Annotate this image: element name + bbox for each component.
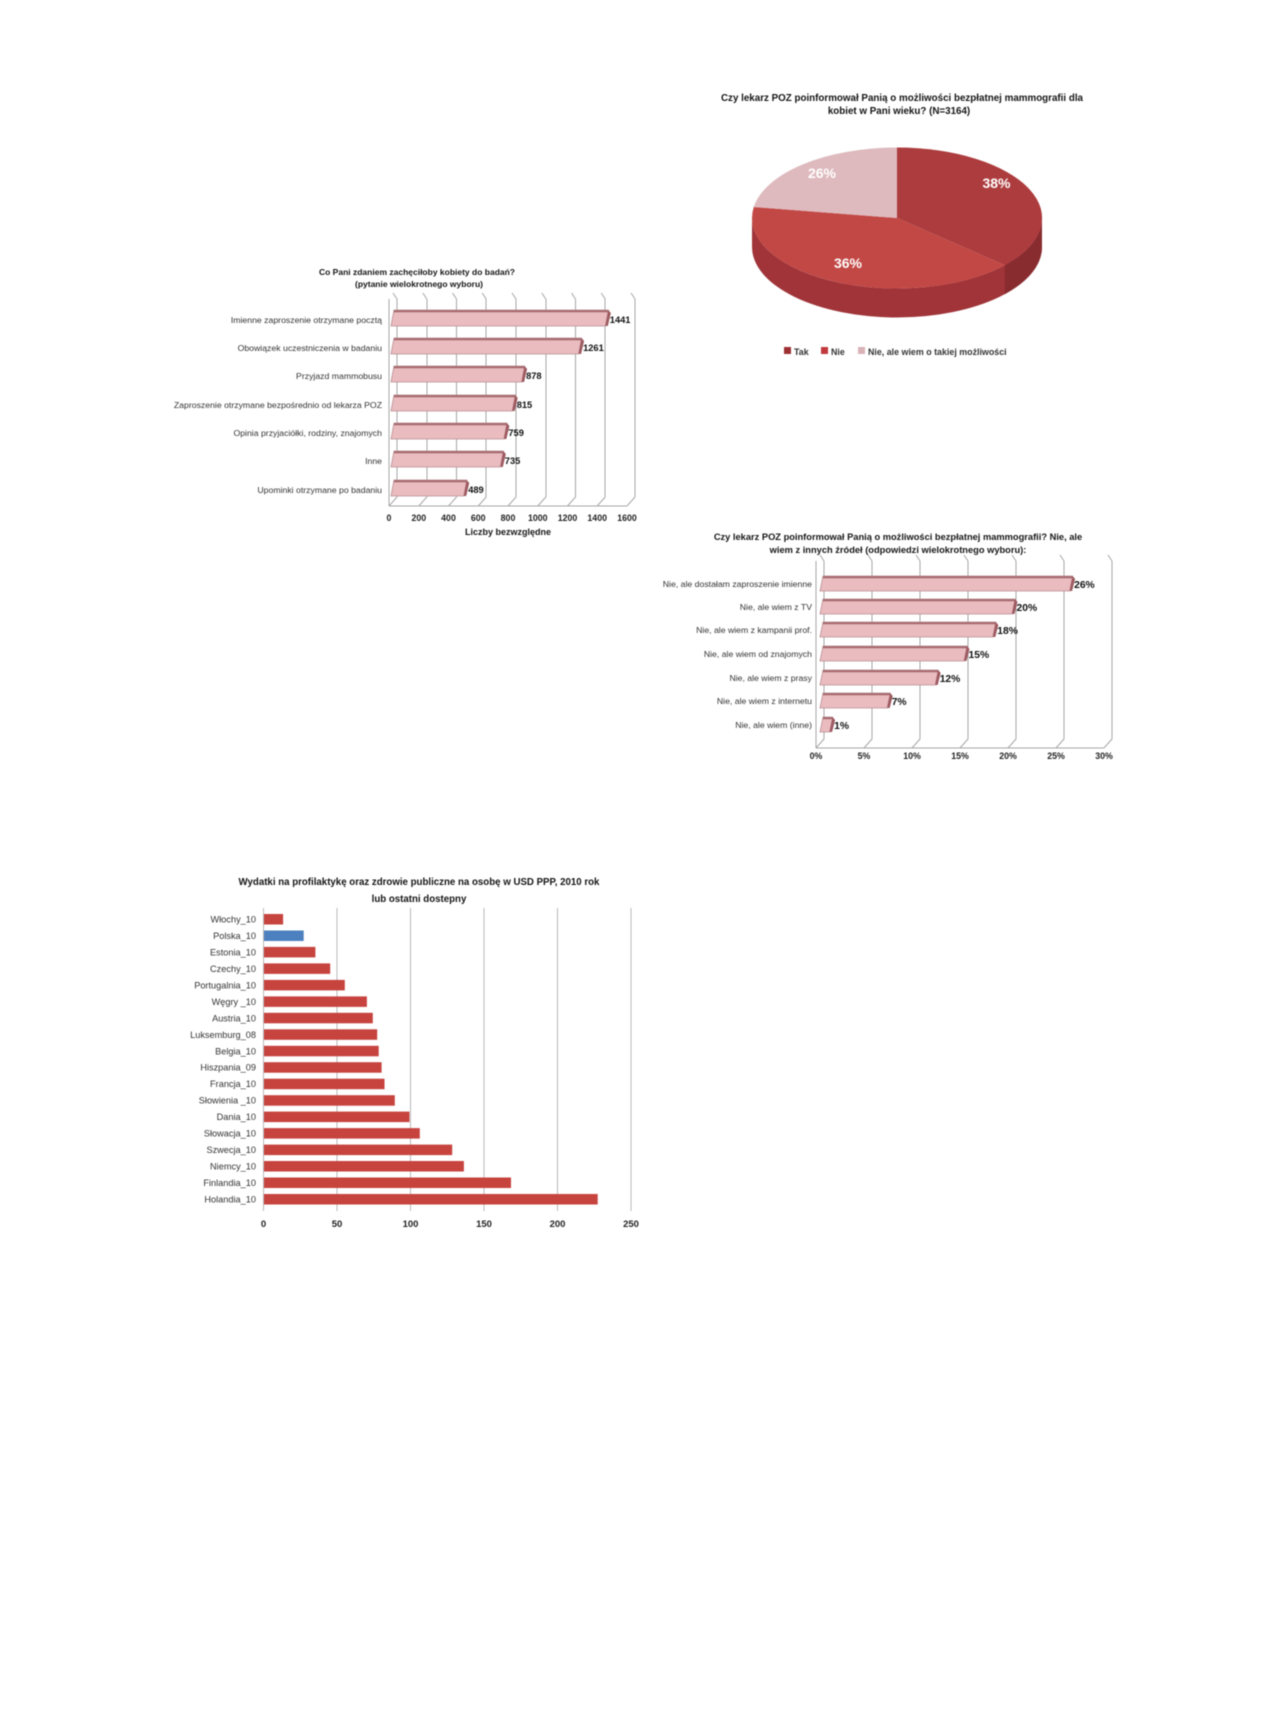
svg-text:Szwecja_10: Szwecja_10	[206, 1145, 256, 1155]
svg-text:50: 50	[332, 1219, 343, 1230]
svg-text:Imienne zaproszenie otrzymane: Imienne zaproszenie otrzymane pocztą	[231, 315, 382, 325]
svg-text:Austria_10: Austria_10	[212, 1013, 256, 1023]
svg-text:1261: 1261	[583, 343, 604, 353]
svg-text:Nie, ale wiem z kampanii prof.: Nie, ale wiem z kampanii prof.	[696, 625, 812, 635]
svg-text:0%: 0%	[810, 751, 823, 761]
svg-text:1600: 1600	[617, 513, 637, 523]
svg-text:Luksemburg_08: Luksemburg_08	[190, 1030, 256, 1040]
svg-text:Upominki otrzymane po badaniu: Upominki otrzymane po badaniu	[257, 485, 382, 495]
svg-text:12%: 12%	[940, 674, 961, 685]
svg-text:20%: 20%	[1017, 603, 1038, 614]
svg-text:Nie, ale dostałam zaproszenie: Nie, ale dostałam zaproszenie imienne	[663, 579, 812, 589]
svg-text:759: 759	[508, 428, 524, 438]
svg-text:1200: 1200	[558, 513, 578, 523]
svg-text:150: 150	[476, 1219, 492, 1230]
svg-text:Inne: Inne	[365, 456, 382, 466]
svg-text:1441: 1441	[610, 315, 631, 325]
svg-text:Opinia przyjaciółki, rodziny,: Opinia przyjaciółki, rodziny, znajomych	[233, 428, 382, 438]
svg-text:Czy lekarz POZ poinformował Pa: Czy lekarz POZ poinformował Panią o możl…	[714, 532, 1082, 542]
svg-text:735: 735	[505, 456, 521, 466]
svg-text:Zaproszenie otrzymane bezpośre: Zaproszenie otrzymane bezpośrednio od le…	[174, 400, 383, 410]
svg-text:Nie, ale wiem od znajomych: Nie, ale wiem od znajomych	[704, 649, 812, 659]
svg-text:Czy lekarz POZ poinformował Pa: Czy lekarz POZ poinformował Panią o możl…	[721, 93, 1084, 104]
svg-text:Niemcy_10: Niemcy_10	[210, 1162, 256, 1172]
svg-text:Wydatki na profilaktykę oraz z: Wydatki na profilaktykę oraz zdrowie pub…	[239, 877, 600, 888]
svg-text:Węgry _10: Węgry _10	[212, 997, 256, 1007]
svg-text:15%: 15%	[969, 650, 990, 661]
svg-text:7%: 7%	[892, 697, 907, 708]
svg-text:1%: 1%	[834, 721, 849, 732]
svg-text:Przyjazd mammobusu: Przyjazd mammobusu	[296, 371, 382, 381]
svg-text:Nie, ale wiem z prasy: Nie, ale wiem z prasy	[729, 673, 812, 683]
svg-text:1400: 1400	[587, 513, 607, 523]
svg-text:0: 0	[387, 513, 392, 523]
svg-text:489: 489	[468, 485, 484, 495]
svg-text:815: 815	[517, 400, 533, 410]
svg-text:25%: 25%	[1047, 751, 1065, 761]
svg-text:lub ostatni dostepny: lub ostatni dostepny	[372, 894, 467, 905]
svg-text:Słowienia _10: Słowienia _10	[199, 1096, 256, 1106]
svg-text:Liczby bezwzględne: Liczby bezwzględne	[465, 527, 551, 537]
svg-text:800: 800	[501, 513, 516, 523]
svg-text:600: 600	[471, 513, 486, 523]
svg-text:26%: 26%	[1074, 580, 1095, 591]
svg-text:Obowiązek uczestniczenia w bad: Obowiązek uczestniczenia w badaniu	[238, 343, 383, 353]
svg-text:Włochy_10: Włochy_10	[211, 915, 256, 925]
svg-text:Holandia_10: Holandia_10	[204, 1195, 256, 1205]
svg-text:200: 200	[411, 513, 426, 523]
svg-text:5%: 5%	[858, 751, 871, 761]
svg-text:Nie, ale wiem z internetu: Nie, ale wiem z internetu	[717, 696, 812, 706]
svg-text:1000: 1000	[528, 513, 548, 523]
svg-text:878: 878	[526, 371, 542, 381]
svg-text:400: 400	[441, 513, 456, 523]
svg-text:18%: 18%	[997, 626, 1018, 637]
svg-text:10%: 10%	[903, 751, 921, 761]
svg-text:15%: 15%	[951, 751, 969, 761]
svg-text:30%: 30%	[1095, 751, 1113, 761]
svg-text:Co Pani zdaniem zachęciłoby ko: Co Pani zdaniem zachęciłoby kobiety do b…	[319, 267, 515, 277]
svg-text:kobiet w Pani wieku? (N=3164): kobiet w Pani wieku? (N=3164)	[828, 106, 970, 117]
svg-text:Nie, ale wiem z TV: Nie, ale wiem z TV	[740, 602, 812, 612]
svg-text:Estonia_10: Estonia_10	[210, 947, 256, 957]
svg-text:Dania_10: Dania_10	[217, 1112, 256, 1122]
svg-text:Nie: Nie	[831, 347, 845, 357]
svg-text:36%: 36%	[834, 255, 863, 271]
svg-text:Hiszpania_09: Hiszpania_09	[200, 1063, 256, 1073]
svg-text:Francja_10: Francja_10	[210, 1079, 256, 1089]
svg-text:wiem z innych źródeł (odpowied: wiem z innych źródeł (odpowiedzi wielokr…	[769, 545, 1027, 555]
svg-text:20%: 20%	[999, 751, 1017, 761]
svg-text:Czechy_10: Czechy_10	[210, 964, 256, 974]
svg-text:Słowacja_10: Słowacja_10	[204, 1129, 256, 1139]
svg-text:200: 200	[550, 1219, 566, 1230]
svg-text:0: 0	[261, 1219, 266, 1230]
svg-text:Nie, ale wiem o takiej możliwo: Nie, ale wiem o takiej możliwości	[868, 347, 1007, 357]
svg-text:Nie, ale wiem (inne): Nie, ale wiem (inne)	[735, 720, 812, 730]
svg-text:38%: 38%	[982, 175, 1011, 191]
svg-text:Belgia_10: Belgia_10	[215, 1046, 256, 1056]
svg-text:Polska_10: Polska_10	[213, 931, 256, 941]
svg-text:26%: 26%	[808, 165, 837, 181]
svg-text:Finlandia_10: Finlandia_10	[203, 1178, 256, 1188]
svg-text:250: 250	[623, 1219, 639, 1230]
svg-text:Portugalnia_10: Portugalnia_10	[194, 980, 256, 990]
svg-text:Tak: Tak	[794, 347, 809, 357]
svg-text:(pytanie wielokrotnego wyboru): (pytanie wielokrotnego wyboru)	[355, 279, 483, 289]
svg-text:100: 100	[403, 1219, 419, 1230]
